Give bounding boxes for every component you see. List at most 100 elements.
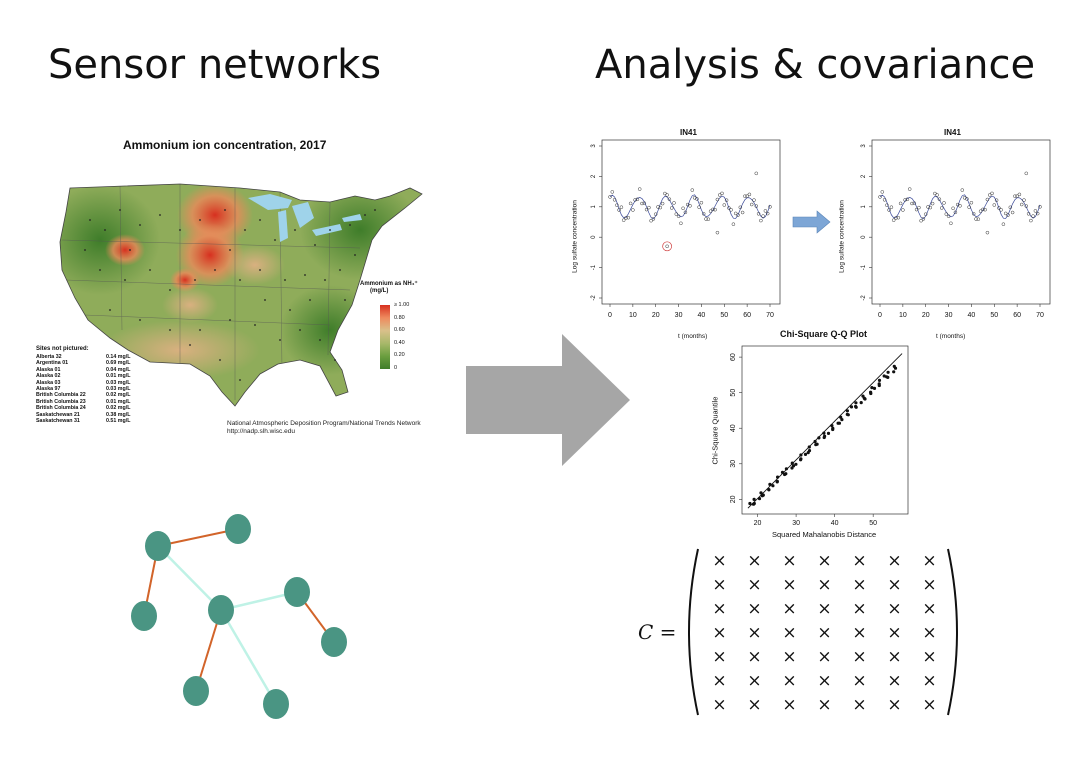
qq-point <box>845 409 849 413</box>
ts-x-tick-label: 20 <box>652 312 660 319</box>
site-row: British Columbia 23 0.01 mg/L <box>36 399 176 406</box>
site-value: 0.03 mg/L <box>106 386 131 392</box>
qq-point <box>775 479 779 483</box>
qq-y-tick-label: 50 <box>730 389 737 397</box>
site-row: Alaska 03 0.03 mg/L <box>36 380 176 387</box>
ts-point <box>759 218 763 223</box>
ts-point <box>1019 202 1024 207</box>
ts-point <box>752 198 756 202</box>
ts-x-tick-label: 70 <box>766 312 774 319</box>
ts-point <box>642 201 647 205</box>
ts-point <box>679 221 683 226</box>
qq-reference-line <box>747 353 903 509</box>
map-site-dot <box>179 229 181 231</box>
matrix-cell: × <box>922 575 937 595</box>
heading-sensor-networks: Sensor networks <box>48 42 382 88</box>
ts-point <box>644 207 649 212</box>
matrix-cell: × <box>782 599 797 619</box>
ts-point <box>1038 205 1042 209</box>
site-name: Alaska 01 <box>36 366 61 373</box>
small-arrow <box>792 210 831 234</box>
ts-point <box>937 197 942 201</box>
edge-a-b <box>157 528 239 547</box>
node-d <box>208 595 234 625</box>
ts-point <box>894 216 898 220</box>
legend-label: 0.20 <box>394 352 405 358</box>
matrix-cell: × <box>852 623 867 643</box>
ts-y-tick-label: -1 <box>591 264 597 270</box>
ts-point <box>612 198 617 202</box>
ts-seasonal-line <box>609 194 771 220</box>
map-site-dot <box>239 279 241 281</box>
qq-point <box>877 378 882 382</box>
matrix-cell: × <box>887 551 902 571</box>
matrix-cell: × <box>747 671 762 691</box>
node-h <box>263 689 289 719</box>
map-site-dot <box>194 279 196 281</box>
site-value: 0.14 mg/L <box>106 354 131 360</box>
matrix-cell: × <box>922 647 937 667</box>
ts-point <box>1031 214 1035 218</box>
qq-point <box>799 453 803 457</box>
ts-point <box>999 208 1003 212</box>
map-site-dot <box>349 224 351 226</box>
ts-point <box>1035 211 1040 216</box>
ts-point <box>944 212 949 216</box>
qq-point <box>885 375 889 379</box>
qq-point <box>822 431 826 435</box>
map-site-dot <box>99 269 101 271</box>
heading-analysis-covariance: Analysis & covariance <box>595 42 1036 88</box>
ts-point <box>901 208 905 212</box>
map-site-dot <box>254 324 256 326</box>
ts-point <box>617 208 621 212</box>
qq-point <box>839 415 843 419</box>
map-site-dot <box>314 244 316 246</box>
ts-point <box>713 207 717 212</box>
ts-point <box>743 194 747 198</box>
map-site-dot <box>224 209 226 211</box>
qq-point <box>748 501 752 506</box>
ts-point <box>697 205 701 209</box>
qq-point <box>761 493 765 497</box>
ts-point <box>882 198 887 202</box>
matrix-cell: × <box>817 647 832 667</box>
ts-point <box>717 193 722 197</box>
ts-y-tick-label: -1 <box>861 264 867 270</box>
qq-point <box>791 464 796 468</box>
ts-point <box>701 212 706 216</box>
matrix-cell: × <box>747 647 762 667</box>
map-credit-line2: http://nadp.slh.wisc.edu <box>227 428 295 435</box>
map-site-dot <box>149 269 151 271</box>
matrix-cell: × <box>852 551 867 571</box>
ts-point <box>667 197 672 201</box>
ts-point <box>610 190 615 194</box>
map-site-dot <box>344 299 346 301</box>
matrix-cell: × <box>747 695 762 715</box>
qq-ylabel: Chi-Square Quantile <box>710 396 720 465</box>
ts-point <box>1013 194 1017 198</box>
ts-point <box>711 207 715 212</box>
site-name: British Columbia 22 <box>36 392 86 399</box>
matrix-cell: × <box>817 623 832 643</box>
ts-y-tick-label: 0 <box>861 235 867 239</box>
matrix-cell: × <box>817 551 832 571</box>
node-g <box>183 676 209 706</box>
ts-x-tick-label: 30 <box>945 312 953 319</box>
ts-point <box>690 188 695 192</box>
matrix-cell: × <box>852 647 867 667</box>
ts-point <box>1003 211 1008 216</box>
qq-point <box>784 467 788 471</box>
matrix-cell: × <box>922 695 937 715</box>
map-site-dot <box>84 249 86 251</box>
ts-x-tick-label: 50 <box>720 312 728 319</box>
matrix-cell: × <box>852 671 867 691</box>
map-site-dot <box>339 269 341 271</box>
ts-x-tick-label: 10 <box>899 312 907 319</box>
site-name: Saskatchewan 31 <box>36 418 80 424</box>
edge-d-h <box>219 609 278 705</box>
matrix-cell: × <box>852 695 867 715</box>
qq-point <box>849 405 854 409</box>
matrix-cell: × <box>712 671 727 691</box>
map-legend-title-2: (mg/L) <box>370 288 389 294</box>
matrix-cell: × <box>747 599 762 619</box>
